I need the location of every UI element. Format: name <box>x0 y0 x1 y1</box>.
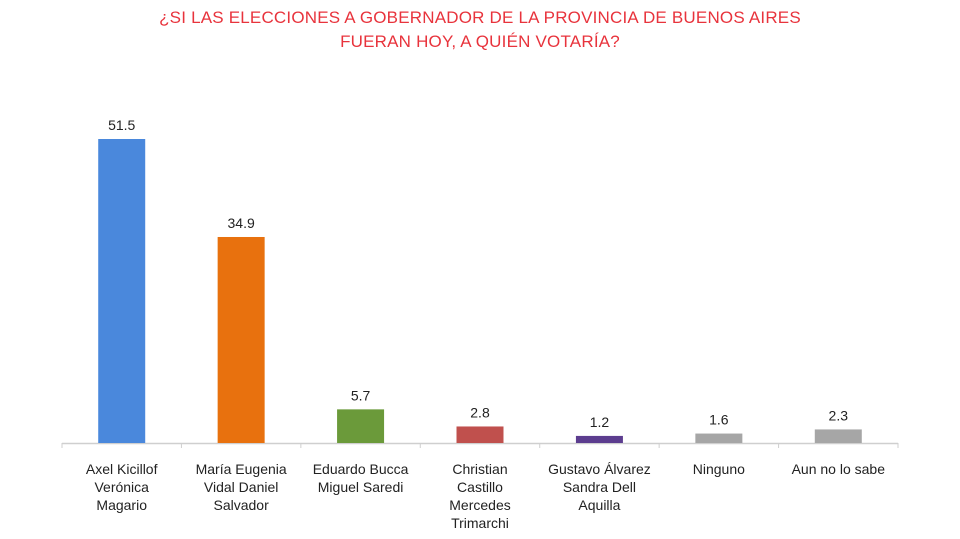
data-label: 1.6 <box>709 412 729 428</box>
category-label: Axel Kicillof <box>86 461 158 477</box>
bar <box>814 429 862 443</box>
data-label: 34.9 <box>228 215 255 231</box>
category-label: Vidal Daniel <box>204 479 278 495</box>
bar <box>98 139 146 443</box>
data-label: 2.8 <box>470 404 490 420</box>
category-label: Salvador <box>214 497 270 513</box>
bar <box>337 409 385 443</box>
bar <box>456 426 504 443</box>
bar <box>217 236 265 443</box>
category-label: Verónica <box>94 479 149 495</box>
category-label: Mercedes <box>449 497 510 513</box>
data-label: 1.2 <box>590 414 610 430</box>
category-label: Aquilla <box>578 497 620 513</box>
chart-title: ¿SI LAS ELECCIONES A GOBERNADOR DE LA PR… <box>0 6 960 54</box>
chart-title-line-2: FUERAN HOY, A QUIÉN VOTARÍA? <box>340 32 620 51</box>
category-label: Trimarchi <box>451 515 509 531</box>
category-label: Christian <box>452 461 507 477</box>
data-label: 51.5 <box>108 117 135 133</box>
category-label: Miguel Saredi <box>318 479 404 495</box>
category-label: Sandra Dell <box>563 479 636 495</box>
category-label: Gustavo Álvarez <box>548 461 651 477</box>
category-label: Castillo <box>457 479 503 495</box>
data-label: 5.7 <box>351 387 371 403</box>
category-label: Magario <box>96 497 147 513</box>
data-label: 2.3 <box>829 407 849 423</box>
chart-title-line-1: ¿SI LAS ELECCIONES A GOBERNADOR DE LA PR… <box>159 8 801 27</box>
category-label: Ninguno <box>693 461 745 477</box>
bar <box>695 433 743 443</box>
category-label: María Eugenia <box>196 461 287 477</box>
bar <box>575 435 623 443</box>
category-label: Eduardo Bucca <box>313 461 409 477</box>
category-label: Aun no lo sabe <box>792 461 886 477</box>
